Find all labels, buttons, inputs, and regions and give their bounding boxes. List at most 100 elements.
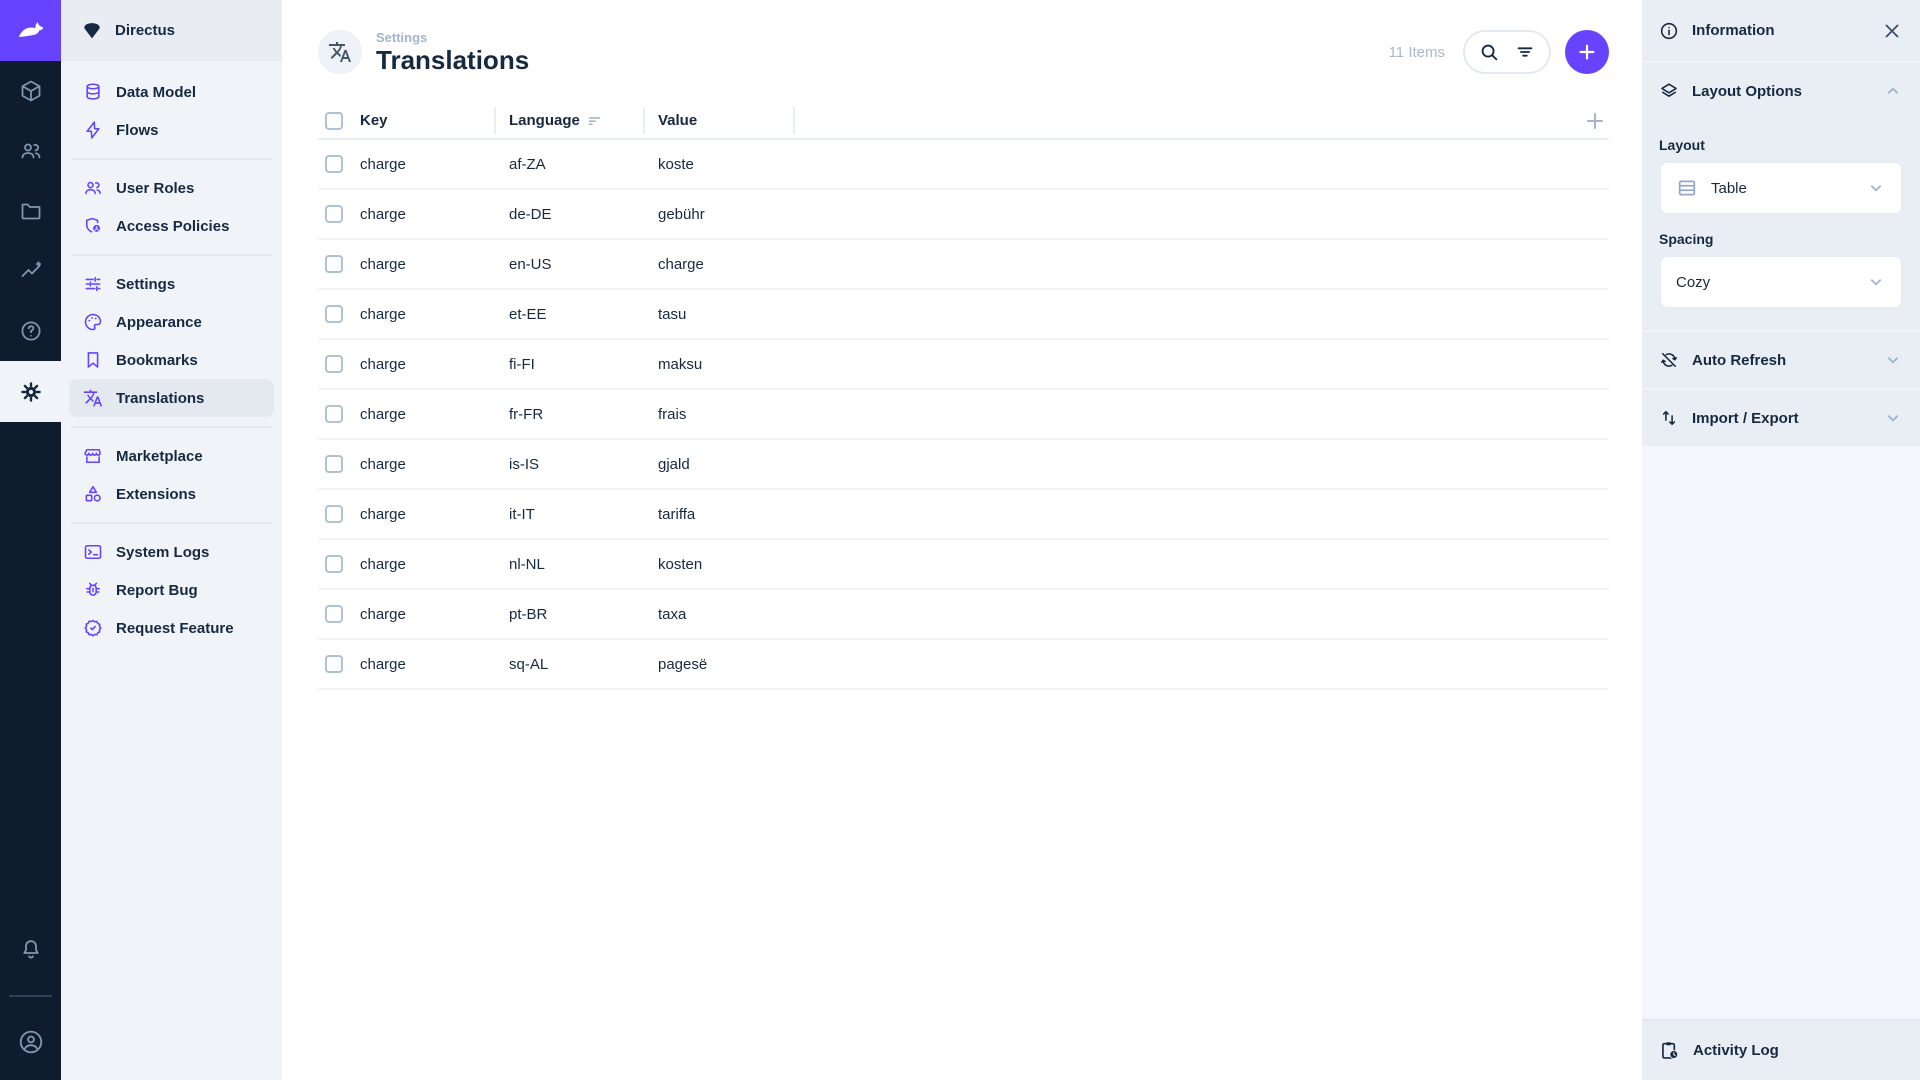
add-column-button[interactable] — [1583, 109, 1607, 133]
nav-item-translations[interactable]: Translations — [69, 379, 274, 417]
sync-disabled-icon — [1659, 350, 1679, 370]
directus-logo[interactable] — [0, 0, 61, 61]
nav-item-extensions[interactable]: Extensions — [61, 475, 282, 513]
spacing-select[interactable]: Cozy — [1659, 255, 1903, 309]
nav-item-label: Appearance — [116, 313, 202, 331]
plus-icon — [1576, 41, 1598, 63]
nav-item-flows[interactable]: Flows — [61, 111, 282, 149]
breadcrumb[interactable]: Settings — [376, 30, 428, 45]
search-button[interactable] — [1478, 41, 1500, 63]
module-docs[interactable] — [0, 301, 61, 361]
module-files[interactable] — [0, 181, 61, 241]
close-icon — [1881, 20, 1903, 42]
nav-divider — [71, 522, 272, 524]
close-sidebar-button[interactable] — [1881, 20, 1903, 42]
chevron-up-icon — [1883, 81, 1903, 101]
bell-icon — [19, 938, 43, 962]
table-row[interactable]: charge nl-NL kosten — [318, 540, 1609, 590]
nav-item-settings[interactable]: Settings — [61, 265, 282, 303]
row-checkbox[interactable] — [325, 655, 343, 673]
auto-refresh-accordion[interactable]: Auto Refresh — [1642, 330, 1920, 388]
table-row[interactable]: charge af-ZA koste — [318, 140, 1609, 190]
cell-language: is-IS — [509, 455, 539, 473]
table-row[interactable]: charge et-EE tasu — [318, 290, 1609, 340]
activity-log-button[interactable]: Activity Log — [1642, 1019, 1920, 1080]
swap-vert-icon — [1659, 408, 1679, 428]
cell-value: tasu — [658, 305, 687, 323]
insights-icon — [19, 259, 43, 283]
items-count: 11 Items — [1388, 43, 1445, 61]
layout-options-accordion[interactable]: Layout Options — [1642, 61, 1920, 119]
table-row[interactable]: charge en-US charge — [318, 240, 1609, 290]
module-users[interactable] — [0, 121, 61, 181]
row-checkbox[interactable] — [325, 405, 343, 423]
module-bar-divider — [9, 995, 52, 997]
spacing-field-label: Spacing — [1659, 231, 1714, 247]
column-header-language[interactable]: Language — [494, 107, 643, 134]
translations-table: Key Language Value charge af-ZA koste — [318, 103, 1609, 690]
database-icon — [83, 82, 103, 102]
row-checkbox[interactable] — [325, 555, 343, 573]
filter-button[interactable] — [1514, 41, 1536, 63]
module-content[interactable] — [0, 61, 61, 121]
table-row[interactable]: charge pt-BR taxa — [318, 590, 1609, 640]
nav-item-marketplace[interactable]: Marketplace — [61, 437, 282, 475]
feature-badge-icon — [83, 618, 103, 638]
select-all-checkbox[interactable] — [325, 111, 343, 130]
info-icon — [1659, 21, 1679, 41]
row-checkbox[interactable] — [325, 255, 343, 273]
table-row[interactable]: charge fr-FR frais — [318, 390, 1609, 440]
column-header-value[interactable]: Value — [643, 107, 793, 134]
rabbit-logo-icon — [15, 15, 47, 47]
nav-item-label: Bookmarks — [116, 351, 198, 369]
nav-item-bookmarks[interactable]: Bookmarks — [61, 341, 282, 379]
layout-select[interactable]: Table — [1659, 161, 1903, 215]
cell-value: koste — [658, 155, 694, 173]
user-menu-button[interactable] — [0, 1012, 61, 1072]
nav-item-label: Access Policies — [116, 217, 230, 235]
nav-list: Data Model Flows User Roles Access Polic… — [61, 61, 282, 659]
nav-item-label: Extensions — [116, 485, 197, 503]
create-item-button[interactable] — [1565, 30, 1609, 74]
bug-icon — [83, 580, 103, 600]
search-filter-pill — [1463, 30, 1551, 74]
nav-item-data-model[interactable]: Data Model — [61, 73, 282, 111]
cell-key: charge — [360, 155, 406, 173]
cell-value: frais — [658, 405, 687, 423]
row-checkbox[interactable] — [325, 155, 343, 173]
cell-value: charge — [658, 255, 704, 273]
cell-language: sq-AL — [509, 655, 549, 673]
row-checkbox[interactable] — [325, 205, 343, 223]
nav-item-report-bug[interactable]: Report Bug — [61, 571, 282, 609]
nav-item-access-policies[interactable]: Access Policies — [61, 207, 282, 245]
activity-log-label: Activity Log — [1693, 1042, 1779, 1059]
table-row[interactable]: charge fi-FI maksu — [318, 340, 1609, 390]
table-row[interactable]: charge de-DE gebühr — [318, 190, 1609, 240]
table-row[interactable]: charge sq-AL pagesë — [318, 640, 1609, 690]
terminal-icon — [83, 542, 103, 562]
row-checkbox[interactable] — [325, 355, 343, 373]
cube-icon — [19, 79, 43, 103]
column-header-key[interactable]: Key — [360, 112, 494, 129]
module-insights[interactable] — [0, 241, 61, 301]
nav-item-user-roles[interactable]: User Roles — [61, 169, 282, 207]
layout-options-fields: Layout Table Spacing Cozy — [1642, 119, 1920, 330]
import-export-accordion[interactable]: Import / Export — [1642, 388, 1920, 446]
translate-icon — [83, 388, 103, 408]
notifications-button[interactable] — [0, 920, 61, 980]
nav-item-appearance[interactable]: Appearance — [61, 303, 282, 341]
row-checkbox[interactable] — [325, 605, 343, 623]
table-header-row: Key Language Value — [318, 103, 1609, 140]
nav-item-system-logs[interactable]: System Logs — [61, 533, 282, 571]
row-checkbox[interactable] — [325, 505, 343, 523]
table-row[interactable]: charge is-IS gjald — [318, 440, 1609, 490]
nav-item-label: Data Model — [116, 83, 197, 101]
row-checkbox[interactable] — [325, 305, 343, 323]
module-settings[interactable] — [0, 361, 61, 422]
nav-item-request-feature[interactable]: Request Feature — [61, 609, 282, 647]
row-checkbox[interactable] — [325, 455, 343, 473]
sidebar-sections: Information Layout Options Layout Table … — [1642, 0, 1920, 446]
bolt-icon — [83, 120, 103, 140]
table-row[interactable]: charge it-IT tariffa — [318, 490, 1609, 540]
project-switcher[interactable]: Directus — [61, 0, 282, 61]
